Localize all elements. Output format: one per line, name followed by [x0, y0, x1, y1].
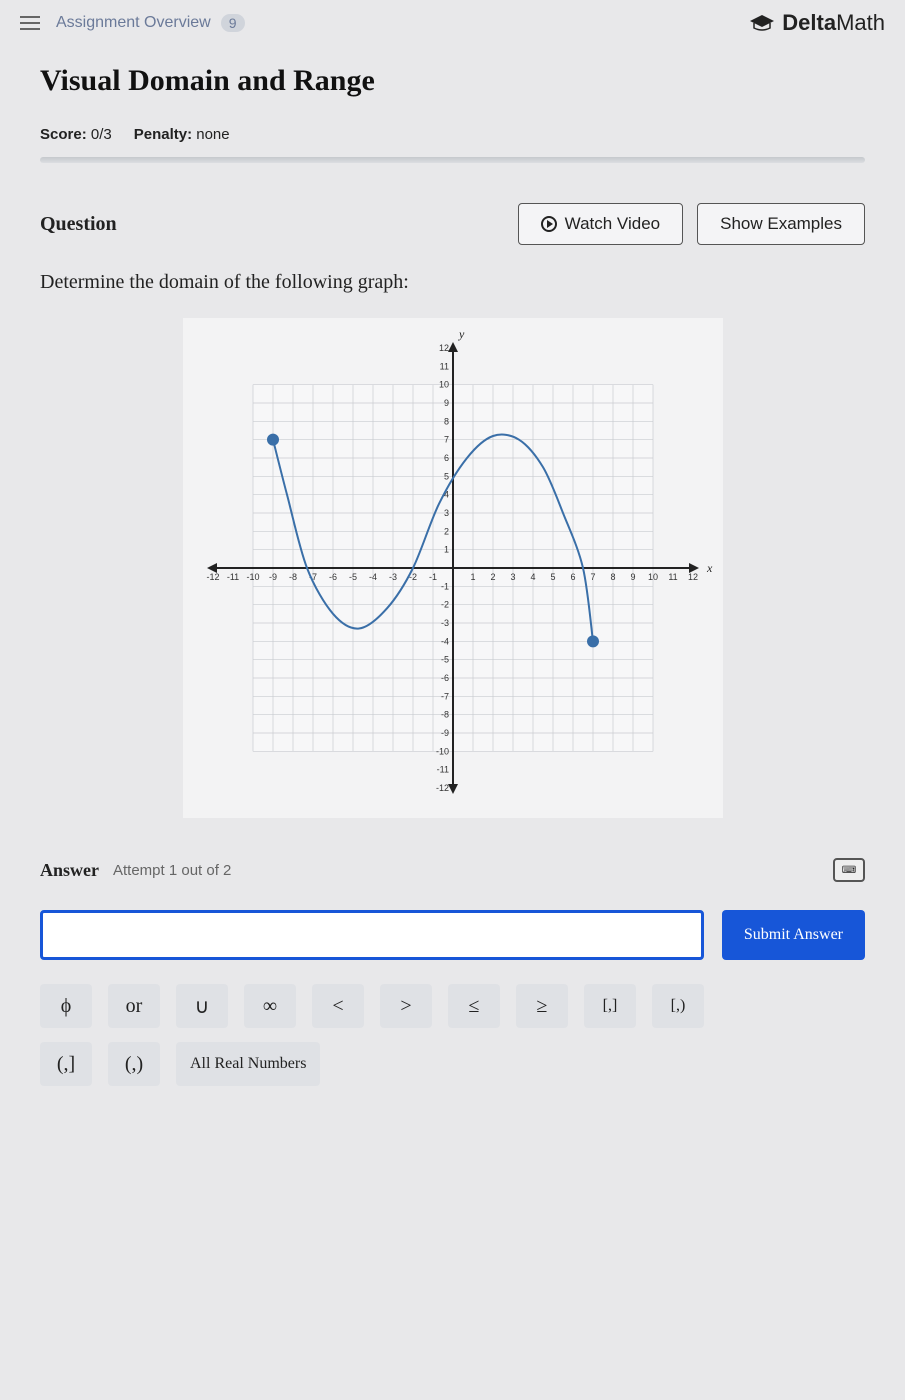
symbol-button[interactable]: (,]	[40, 1042, 92, 1086]
svg-text:-4: -4	[440, 636, 448, 646]
submit-answer-button[interactable]: Submit Answer	[722, 910, 865, 960]
breadcrumb-label: Assignment Overview	[56, 14, 211, 32]
svg-text:-6: -6	[328, 572, 336, 582]
svg-text:7: 7	[443, 435, 448, 445]
svg-text:-9: -9	[268, 572, 276, 582]
divider	[40, 157, 865, 163]
symbol-row-1: ϕor ∪ ∞ < > ≤ ≥ [,] [,)	[40, 984, 865, 1028]
svg-text:-7: -7	[440, 691, 448, 701]
svg-text:x: x	[706, 561, 713, 575]
svg-text:11: 11	[439, 361, 448, 371]
svg-text:2: 2	[443, 526, 448, 536]
symbol-button[interactable]: All Real Numbers	[176, 1042, 320, 1086]
symbol-button[interactable]: >	[380, 984, 432, 1028]
svg-text:1: 1	[470, 572, 475, 582]
score-value: 0/3	[91, 126, 112, 143]
svg-text:-8: -8	[288, 572, 296, 582]
svg-text:y: y	[458, 327, 465, 341]
svg-text:6: 6	[570, 572, 575, 582]
svg-text:-6: -6	[440, 673, 448, 683]
answer-heading: Answer	[40, 860, 99, 881]
show-examples-label: Show Examples	[720, 214, 842, 234]
symbol-button[interactable]: ∞	[244, 984, 296, 1028]
svg-text:-1: -1	[428, 572, 436, 582]
symbol-row-2: (,] (,) All Real Numbers	[40, 1042, 865, 1086]
svg-text:5: 5	[550, 572, 555, 582]
svg-text:7: 7	[590, 572, 595, 582]
svg-text:-11: -11	[226, 572, 238, 582]
symbol-button[interactable]: [,]	[584, 984, 636, 1028]
graduation-cap-icon	[748, 13, 776, 33]
svg-text:9: 9	[443, 398, 448, 408]
show-examples-button[interactable]: Show Examples	[697, 203, 865, 245]
symbol-button[interactable]: ≥	[516, 984, 568, 1028]
svg-text:-1: -1	[440, 581, 448, 591]
penalty: Penalty: none	[134, 126, 230, 143]
svg-text:-2: -2	[440, 600, 448, 610]
svg-text:3: 3	[510, 572, 515, 582]
svg-text:12: 12	[687, 572, 697, 582]
menu-icon[interactable]	[20, 16, 40, 30]
penalty-label: Penalty:	[134, 126, 192, 143]
svg-text:-8: -8	[440, 710, 448, 720]
svg-text:-5: -5	[348, 572, 356, 582]
page-title: Visual Domain and Range	[40, 64, 865, 98]
breadcrumb[interactable]: Assignment Overview 9	[56, 14, 245, 32]
svg-text:3: 3	[443, 508, 448, 518]
svg-text:-4: -4	[368, 572, 376, 582]
question-heading: Question	[40, 213, 504, 236]
brand-logo: DeltaMath	[748, 10, 885, 36]
keyboard-icon[interactable]: ⌨	[833, 858, 865, 882]
score-label: Score:	[40, 126, 87, 143]
svg-text:-3: -3	[388, 572, 396, 582]
brand-rest: Math	[836, 10, 885, 35]
svg-text:-5: -5	[440, 655, 448, 665]
svg-text:5: 5	[443, 471, 448, 481]
svg-text:10: 10	[438, 380, 448, 390]
question-prompt: Determine the domain of the following gr…	[40, 271, 865, 294]
brand-bold: Delta	[782, 10, 836, 35]
penalty-value: none	[196, 126, 229, 143]
svg-text:8: 8	[610, 572, 615, 582]
svg-text:1: 1	[443, 545, 448, 555]
question-number-badge: 9	[221, 14, 245, 32]
watch-video-button[interactable]: Watch Video	[518, 203, 683, 245]
svg-text:-11: -11	[436, 765, 448, 775]
svg-text:2: 2	[490, 572, 495, 582]
svg-text:10: 10	[647, 572, 657, 582]
function-graph: -12-11-10-9-8-7-6-5-4-3-2-11234567891011…	[183, 318, 723, 818]
play-icon	[541, 216, 557, 232]
svg-text:-12: -12	[435, 783, 448, 793]
symbol-button[interactable]: or	[108, 984, 160, 1028]
score: Score: 0/3	[40, 126, 112, 143]
svg-text:6: 6	[443, 453, 448, 463]
watch-video-label: Watch Video	[565, 214, 660, 234]
symbol-button[interactable]: ≤	[448, 984, 500, 1028]
svg-text:-9: -9	[440, 728, 448, 738]
symbol-button[interactable]: ϕ	[40, 984, 92, 1028]
svg-text:-3: -3	[440, 618, 448, 628]
symbol-button[interactable]: [,)	[652, 984, 704, 1028]
svg-text:-10: -10	[435, 746, 448, 756]
symbol-button[interactable]: (,)	[108, 1042, 160, 1086]
svg-text:-12: -12	[206, 572, 219, 582]
svg-text:8: 8	[443, 416, 448, 426]
svg-text:11: 11	[668, 572, 677, 582]
symbol-button[interactable]: <	[312, 984, 364, 1028]
svg-text:12: 12	[438, 343, 448, 353]
svg-text:9: 9	[630, 572, 635, 582]
attempt-text: Attempt 1 out of 2	[113, 862, 231, 879]
symbol-button[interactable]: ∪	[176, 984, 228, 1028]
svg-text:-10: -10	[246, 572, 259, 582]
svg-text:4: 4	[530, 572, 535, 582]
answer-input[interactable]	[40, 910, 704, 960]
